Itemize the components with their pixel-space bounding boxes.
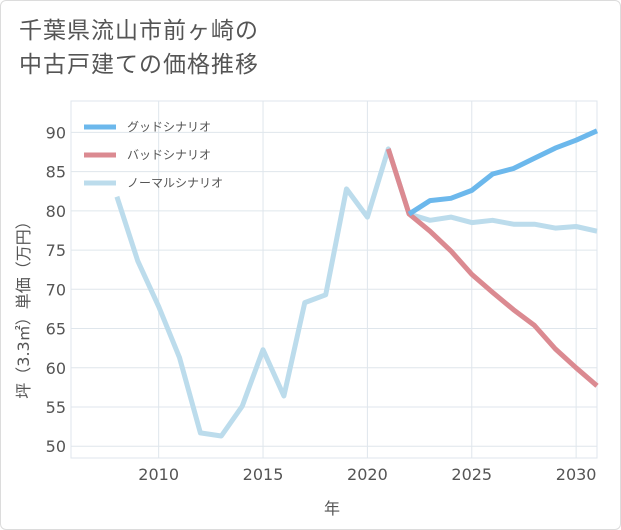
y-tick-label: 80 xyxy=(46,202,66,221)
y-tick-label: 55 xyxy=(46,398,66,417)
series-lines xyxy=(114,128,599,439)
y-tick-label: 90 xyxy=(46,123,66,142)
y-tick-label: 85 xyxy=(46,163,66,182)
legend-label-bad: バッドシナリオ xyxy=(127,148,211,162)
grid-lines xyxy=(70,100,598,459)
y-tick-label: 75 xyxy=(46,241,66,260)
y-tick-label: 60 xyxy=(46,359,66,378)
x-tick-label: 2030 xyxy=(556,465,597,484)
chart-title-line-1: 千葉県流山市前ヶ崎の xyxy=(19,18,259,44)
series-line-normal xyxy=(114,146,598,439)
chart-title: 千葉県流山市前ヶ崎の 中古戸建ての価格推移 xyxy=(19,14,259,82)
series-line-bad xyxy=(385,148,599,388)
y-axis-title: 坪（3.3㎡）単価（万円） xyxy=(14,213,33,398)
x-tick-label: 2015 xyxy=(243,465,284,484)
x-tick-label: 2025 xyxy=(451,465,492,484)
x-tick-label: 2020 xyxy=(347,465,388,484)
y-tick-label: 50 xyxy=(46,437,66,456)
legend-label-good: グッドシナリオ xyxy=(127,120,211,134)
x-tick-label: 2010 xyxy=(138,465,179,484)
y-tick-label: 65 xyxy=(46,320,66,339)
axes: 50 55 60 65 70 75 80 85 90 2010 2015 2020 2025 2030 xyxy=(46,123,597,484)
x-axis-title: 年 xyxy=(324,499,340,518)
chart-title-line-2: 中古戸建ての価格推移 xyxy=(19,52,259,78)
series-line-good xyxy=(407,128,599,217)
y-tick-label: 70 xyxy=(46,280,66,299)
legend-label-normal: ノーマルシナリオ xyxy=(127,176,223,190)
